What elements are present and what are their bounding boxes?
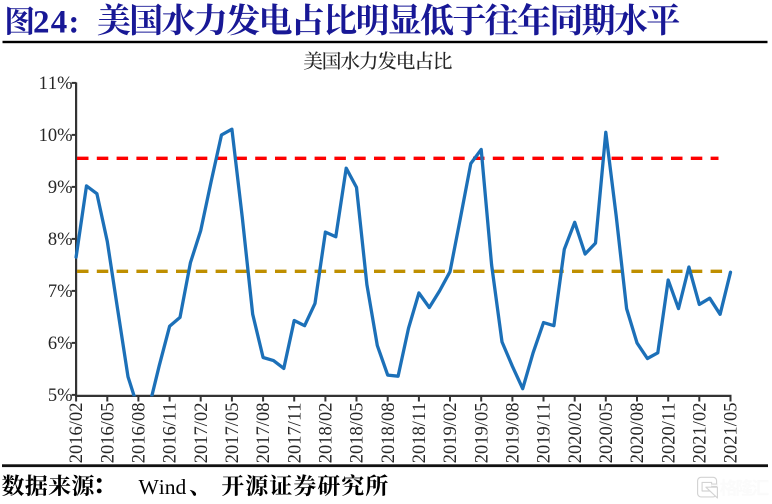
svg-text:2019/02: 2019/02 [441,403,461,464]
svg-text:2016/11: 2016/11 [161,403,181,464]
svg-text:2018/08: 2018/08 [379,403,399,464]
svg-text:2020/02: 2020/02 [566,403,586,464]
svg-text:2020/08: 2020/08 [628,403,648,464]
svg-text:Wind: Wind [139,475,187,499]
svg-text:2020/11: 2020/11 [659,403,679,464]
svg-text:2020/05: 2020/05 [597,403,617,464]
svg-text:2017/02: 2017/02 [192,403,212,464]
svg-text:2016/08: 2016/08 [130,403,150,464]
svg-text:9%: 9% [48,178,73,198]
svg-text:7%: 7% [48,282,73,302]
svg-text:2016/05: 2016/05 [98,403,118,464]
svg-text:2021/02: 2021/02 [691,403,711,464]
svg-text:2019/05: 2019/05 [472,403,492,464]
svg-text:24:: 24: [33,5,81,41]
svg-text:2018/02: 2018/02 [317,403,337,464]
svg-text:2019/11: 2019/11 [535,403,555,464]
svg-text:10%: 10% [39,126,73,146]
svg-text:2017/11: 2017/11 [285,403,305,464]
svg-text:6%: 6% [48,334,73,354]
svg-text:5%: 5% [48,386,73,406]
svg-text:2021/05: 2021/05 [722,403,742,464]
svg-text:2017/08: 2017/08 [254,403,274,464]
svg-text:2018/11: 2018/11 [410,403,430,464]
svg-text:2018/05: 2018/05 [348,403,368,464]
svg-text:2017/05: 2017/05 [223,403,243,464]
svg-text:8%: 8% [48,230,73,250]
svg-text:2016/02: 2016/02 [67,403,87,464]
svg-text:11%: 11% [39,74,73,94]
svg-text:2019/08: 2019/08 [504,403,524,464]
